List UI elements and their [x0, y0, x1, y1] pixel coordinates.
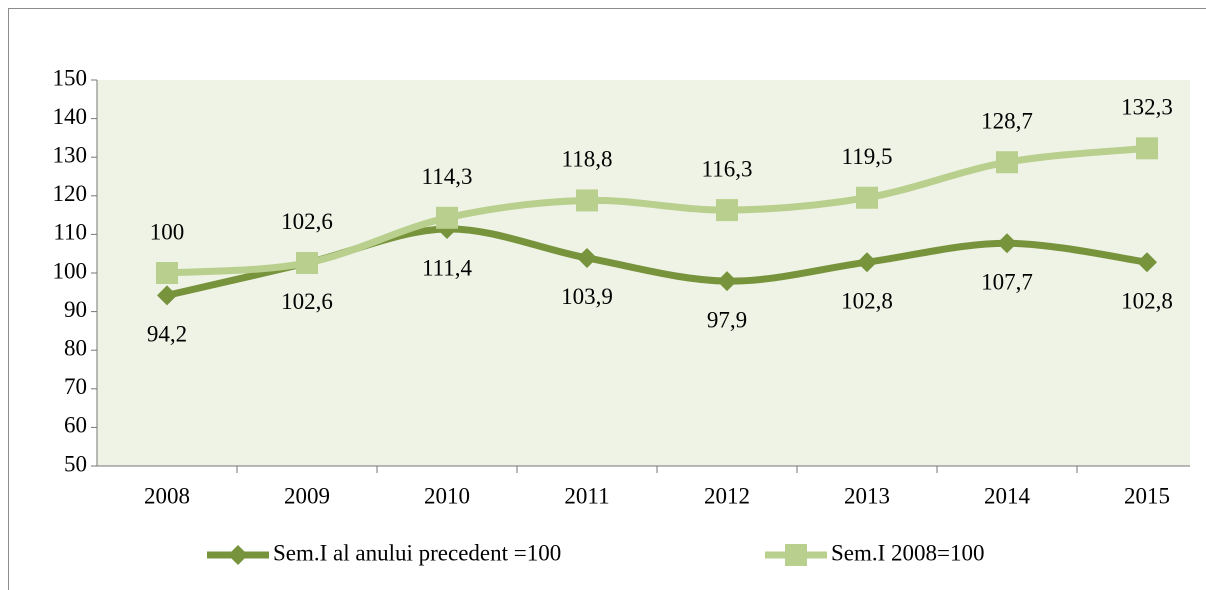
marker	[1136, 137, 1158, 160]
y-tick-label: 110	[53, 220, 87, 245]
y-tick-label: 120	[53, 181, 88, 206]
data-label: 132,3	[1121, 95, 1173, 120]
marker	[857, 252, 877, 273]
marker	[1137, 252, 1157, 273]
data-label: 114,3	[422, 164, 473, 189]
data-label: 111,4	[422, 255, 473, 280]
data-label: 100	[150, 219, 185, 244]
data-label: 103,9	[561, 284, 613, 309]
data-label: 128,7	[981, 108, 1033, 133]
y-tick-label: 80	[64, 335, 87, 360]
chart-frame	[8, 8, 1206, 590]
x-tick-label: 2014	[984, 483, 1031, 508]
data-label: 102,6	[281, 209, 333, 234]
marker	[157, 285, 177, 306]
x-tick-label: 2010	[424, 483, 470, 508]
x-tick-label: 2015	[1124, 483, 1170, 508]
marker	[576, 189, 598, 212]
marker	[717, 271, 737, 292]
x-tick-label: 2012	[704, 483, 750, 508]
marker	[785, 544, 807, 566]
x-tick-label: 2009	[284, 483, 330, 508]
x-tick-label: 2011	[564, 483, 609, 508]
legend-label: Sem.I al anului precedent =100	[273, 540, 561, 565]
y-tick-label: 50	[64, 451, 87, 476]
marker	[577, 247, 597, 268]
marker	[156, 262, 178, 284]
legend-label: Sem.I 2008=100	[831, 540, 985, 565]
data-label: 116,3	[702, 156, 753, 181]
marker	[296, 251, 318, 274]
x-tick-label: 2008	[144, 483, 190, 508]
y-tick-label: 90	[64, 297, 87, 322]
marker	[436, 206, 458, 229]
marker	[996, 151, 1018, 174]
y-tick-label: 150	[53, 65, 88, 90]
data-label: 119,5	[842, 144, 893, 169]
marker	[716, 199, 738, 222]
marker	[228, 545, 248, 565]
series-line	[163, 144, 1151, 277]
y-tick-label: 100	[53, 258, 88, 283]
x-tick-label: 2013	[844, 483, 890, 508]
marker	[997, 233, 1017, 254]
y-tick-label: 130	[53, 142, 88, 167]
y-tick-label: 140	[53, 104, 88, 129]
data-label: 102,6	[281, 289, 333, 314]
data-label: 97,9	[707, 307, 747, 332]
data-label: 118,8	[562, 147, 613, 172]
y-tick-label: 70	[64, 374, 87, 399]
y-tick-label: 60	[64, 413, 87, 438]
data-label: 107,7	[981, 270, 1033, 295]
data-label: 102,8	[1121, 288, 1173, 313]
data-label: 94,2	[147, 322, 187, 347]
data-label: 102,8	[841, 288, 893, 313]
marker	[856, 186, 878, 209]
